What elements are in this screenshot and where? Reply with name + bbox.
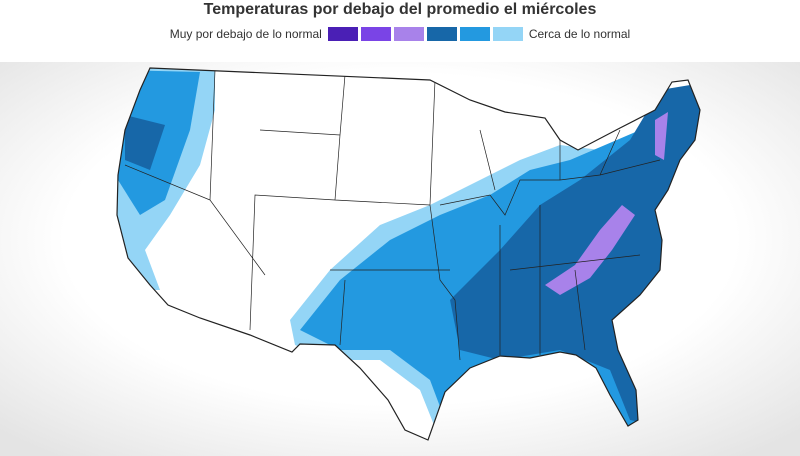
- state-borders: [124, 69, 661, 361]
- legend-swatch: [459, 27, 490, 41]
- legend: Muy por debajo de lo normal Cerca de lo …: [0, 27, 800, 41]
- map: [0, 62, 800, 456]
- legend-swatch: [360, 27, 391, 41]
- legend-swatch: [426, 27, 457, 41]
- anomaly-areas: [117, 68, 700, 440]
- area-purple: [655, 112, 668, 160]
- area-purple: [545, 205, 635, 295]
- area-dark: [125, 115, 165, 170]
- legend-low-label: Muy por debajo de lo normal: [169, 27, 322, 41]
- legend-swatch: [393, 27, 424, 41]
- legend-swatch: [492, 27, 523, 41]
- legend-swatches: [327, 27, 526, 41]
- legend-swatch: [327, 27, 358, 41]
- legend-high-label: Cerca de lo normal: [528, 27, 631, 41]
- map-title: Temperaturas por debajo del promedio el …: [203, 1, 597, 18]
